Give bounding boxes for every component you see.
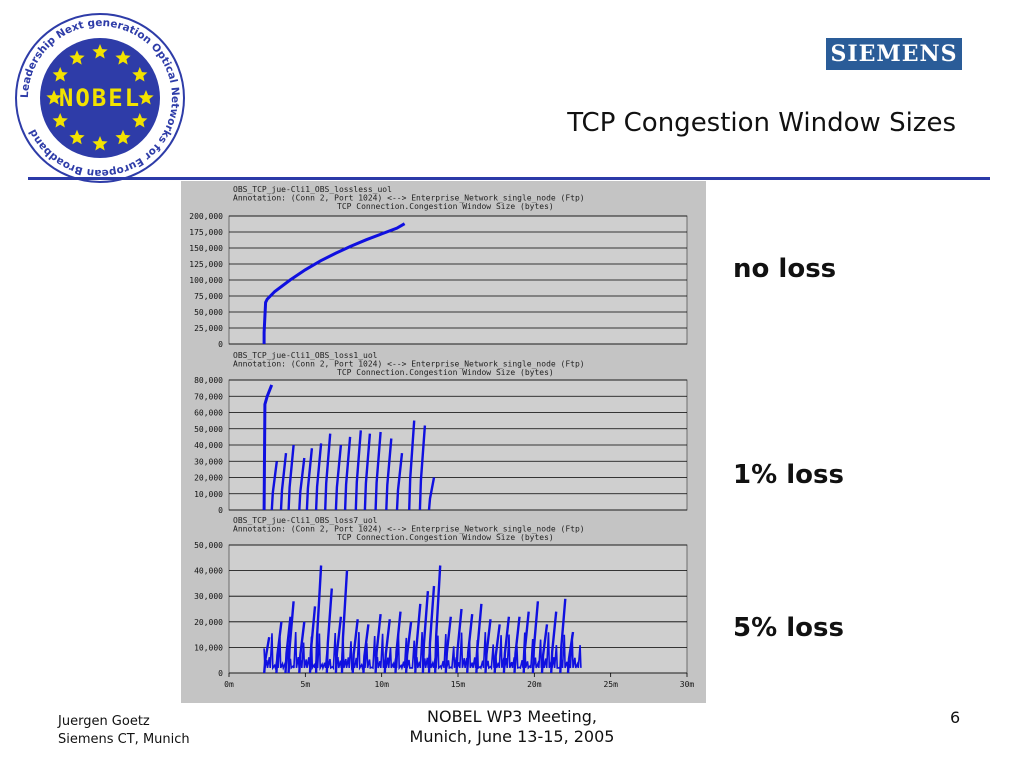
x-tick-label: 15m	[451, 680, 466, 689]
nobel-star-icon	[92, 136, 108, 151]
footer-meeting-line1: NOBEL WP3 Meeting,	[427, 707, 597, 726]
x-tick-label: 5m	[301, 680, 311, 689]
nobel-star-icon	[69, 129, 85, 145]
series-peak	[334, 444, 343, 511]
nobel-star-icon	[115, 129, 131, 145]
y-tick-label: 0	[218, 506, 223, 515]
series-peak	[324, 433, 332, 511]
series-line	[262, 222, 406, 344]
y-tick-label: 0	[218, 669, 223, 678]
series-peak	[298, 457, 306, 511]
y-tick-label: 40,000	[194, 441, 223, 450]
series-peak	[383, 619, 391, 674]
series-peak	[279, 452, 288, 511]
y-tick-label: 30,000	[194, 592, 223, 601]
nobel-star-icon	[132, 113, 148, 128]
page-number: 6	[950, 708, 961, 727]
y-tick-label: 50,000	[194, 308, 223, 317]
chart-series	[263, 565, 582, 674]
nobel-logo-text: NOBEL	[59, 84, 141, 112]
nobel-star-icon	[115, 50, 131, 65]
y-tick-label: 30,000	[194, 457, 223, 466]
y-tick-label: 175,000	[189, 228, 223, 237]
x-tick-label: 20m	[527, 680, 542, 689]
series-peak	[343, 436, 352, 511]
y-tick-label: 80,000	[194, 376, 223, 385]
y-tick-label: 200,000	[189, 212, 223, 221]
series-peak	[395, 452, 404, 511]
series-peak	[427, 477, 436, 511]
nobel-star-icon	[132, 67, 148, 82]
y-tick-label: 20,000	[194, 618, 223, 627]
x-tick-label: 30m	[680, 680, 695, 689]
y-tick-label: 70,000	[194, 392, 223, 401]
nobel-star-icon	[46, 90, 62, 105]
siemens-logo-icon: SIEMENS	[826, 38, 962, 70]
series-peak	[305, 448, 314, 511]
y-tick-label: 50,000	[194, 425, 223, 434]
nobel-star-icon	[52, 113, 68, 128]
series-peak	[540, 624, 549, 674]
chart-header-line: Annotation: (Conn 2, Port 1024) <--> Ent…	[233, 525, 585, 534]
nobel-star-icon	[69, 50, 85, 65]
y-tick-label: 10,000	[194, 490, 223, 499]
footer-affiliation: Siemens CT, Munich	[58, 732, 190, 747]
series-peak	[363, 433, 372, 511]
series-peak	[385, 438, 393, 511]
series-peak	[287, 444, 295, 511]
y-tick-label: 20,000	[194, 474, 223, 483]
label-5-percent-loss: 5% loss	[733, 613, 844, 643]
y-tick-label: 25,000	[194, 324, 223, 333]
y-tick-label: 60,000	[194, 409, 223, 418]
x-tick-label: 25m	[603, 680, 618, 689]
series-peak	[418, 425, 427, 511]
y-tick-label: 10,000	[194, 643, 223, 652]
x-tick-label: 10m	[374, 680, 389, 689]
chart-header-line: OBS_TCP_jue-Cli1_OBS_lossless_uol	[233, 185, 392, 194]
chart-header-line: OBS_TCP_jue-Cli1_OBS_loss7_uol	[233, 516, 378, 525]
chart-header-line: TCP Connection.Congestion Window Size (b…	[337, 202, 554, 211]
y-tick-label: 150,000	[189, 244, 223, 253]
nobel-star-icon	[52, 67, 68, 82]
chart-header-line: Annotation: (Conn 2, Port 1024) <--> Ent…	[233, 194, 585, 203]
series-peak	[314, 443, 323, 511]
series-peak	[374, 431, 382, 511]
series-peak	[362, 624, 370, 674]
slide-title: TCP Congestion Window Sizes	[567, 108, 956, 138]
x-tick-label: 0m	[224, 680, 234, 689]
series-peak	[493, 624, 501, 674]
chart-header-line: Annotation: (Conn 2, Port 1024) <--> Ent…	[233, 360, 585, 369]
series-peak	[270, 461, 278, 511]
title-divider	[28, 177, 990, 180]
series-peak	[408, 420, 416, 511]
nobel-logo-icon: NOBEL Leadership Next generation Optical…	[14, 12, 186, 184]
y-tick-label: 0	[218, 340, 223, 349]
series-line	[262, 384, 274, 511]
label-1-percent-loss: 1% loss	[733, 460, 844, 490]
label-no-loss: no loss	[733, 254, 837, 284]
y-tick-label: 50,000	[194, 541, 223, 550]
y-tick-label: 40,000	[194, 567, 223, 576]
y-tick-label: 75,000	[194, 292, 223, 301]
y-tick-label: 125,000	[189, 260, 223, 269]
chart-header-line: OBS_TCP_jue-Cli1_OBS_loss1_uol	[233, 351, 378, 360]
chart-series	[262, 384, 436, 511]
congestion-window-figure: OBS_TCP_jue-Cli1_OBS_lossless_uol Annotat…	[181, 181, 706, 703]
series-noise-band	[263, 631, 582, 671]
nobel-star-icon	[138, 90, 154, 105]
series-peak	[275, 621, 283, 674]
footer-meeting-line2: Munich, June 13-15, 2005	[409, 727, 615, 746]
chart-header-line: TCP Connection.Congestion Window Size (b…	[337, 533, 554, 542]
y-tick-label: 100,000	[189, 276, 223, 285]
footer-author-block: Juergen Goetz Siemens CT, Munich	[58, 713, 190, 749]
footer-meeting: NOBEL WP3 Meeting, Munich, June 13-15, 2…	[370, 707, 654, 747]
nobel-star-icon	[92, 44, 108, 59]
footer-author: Juergen Goetz	[58, 714, 150, 729]
series-peak	[354, 430, 362, 511]
chart-series	[262, 222, 406, 344]
chart-header-line: TCP Connection.Congestion Window Size (b…	[337, 368, 554, 377]
